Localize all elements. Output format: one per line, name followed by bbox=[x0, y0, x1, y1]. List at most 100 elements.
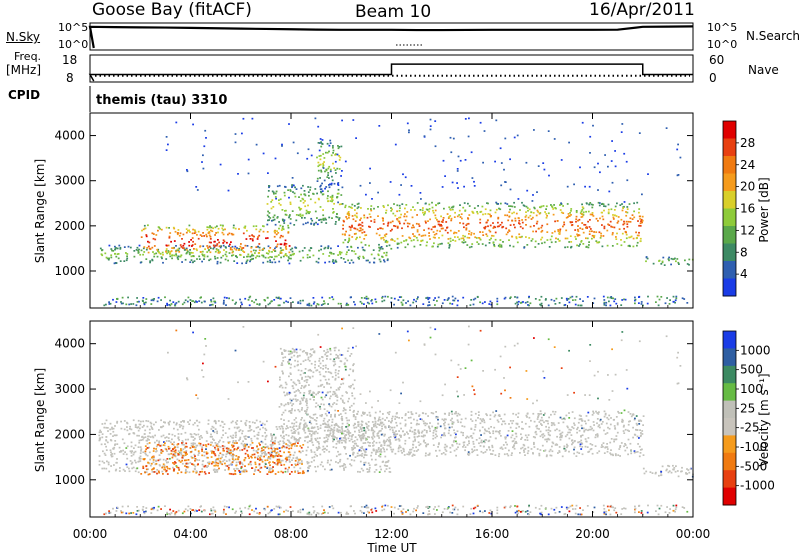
power-cell bbox=[516, 301, 518, 304]
velocity-cell bbox=[633, 450, 636, 452]
velocity-cell bbox=[566, 445, 569, 447]
power-cell bbox=[468, 233, 470, 235]
velocity-cell bbox=[226, 465, 229, 467]
power-cell bbox=[441, 302, 444, 305]
velocity-cell bbox=[230, 463, 233, 466]
power-cell bbox=[133, 250, 136, 252]
velocity-cell bbox=[330, 468, 333, 471]
velocity-cell bbox=[278, 459, 281, 462]
power-cell bbox=[295, 214, 298, 216]
velocity-cell bbox=[155, 421, 157, 424]
velocity-cell bbox=[327, 435, 330, 438]
velocity-cell bbox=[333, 429, 336, 432]
power-cell bbox=[402, 299, 405, 302]
power-cell bbox=[403, 240, 405, 242]
power-cell bbox=[623, 220, 625, 223]
velocity-cell bbox=[458, 413, 461, 416]
power-cell bbox=[360, 207, 362, 209]
velocity-cell bbox=[546, 454, 548, 457]
velocity-cell bbox=[505, 441, 507, 444]
power-cell bbox=[509, 208, 511, 211]
velocity-cell bbox=[559, 435, 562, 437]
velocity-cell bbox=[116, 443, 119, 445]
velocity-cell bbox=[141, 426, 144, 428]
velocity-cell bbox=[98, 455, 101, 457]
velocity-cell bbox=[324, 468, 326, 471]
velocity-cell bbox=[240, 467, 243, 470]
velocity-cell bbox=[175, 465, 178, 467]
velocity-cell bbox=[216, 445, 219, 448]
power-cell bbox=[567, 298, 570, 300]
power-cell bbox=[581, 206, 584, 208]
power-cell bbox=[598, 202, 601, 204]
power-cell bbox=[351, 236, 354, 238]
velocity-cell bbox=[305, 379, 308, 381]
power-cell bbox=[481, 243, 484, 245]
power-cell bbox=[151, 246, 154, 249]
velocity-cell bbox=[264, 438, 267, 441]
power-cell bbox=[437, 202, 439, 205]
velocity-cell bbox=[460, 418, 463, 421]
power-cell bbox=[404, 246, 407, 249]
power-cell bbox=[168, 235, 171, 238]
power-cell bbox=[509, 158, 511, 161]
power-cell bbox=[414, 235, 416, 238]
velocity-cell bbox=[341, 465, 343, 467]
power-cell bbox=[234, 245, 237, 248]
velocity-cell bbox=[412, 440, 415, 443]
velocity-cell bbox=[461, 425, 464, 427]
power-cell bbox=[428, 235, 431, 237]
velocity-cell bbox=[189, 419, 191, 422]
power-cell bbox=[607, 211, 610, 214]
velocity-cell bbox=[153, 423, 155, 426]
power-cell bbox=[440, 227, 443, 230]
velocity-cell bbox=[333, 364, 335, 367]
velocity-cell bbox=[396, 416, 398, 419]
power-cell bbox=[237, 173, 239, 175]
velocity-cell bbox=[333, 347, 336, 349]
velocity-cell bbox=[304, 375, 307, 378]
power-cell bbox=[243, 251, 246, 253]
power-cell bbox=[297, 302, 299, 304]
velocity-cell bbox=[203, 465, 206, 468]
velocity-cell bbox=[164, 442, 166, 444]
velocity-cell bbox=[310, 461, 313, 463]
power-cell bbox=[393, 297, 396, 300]
velocity-cell bbox=[148, 446, 150, 449]
velocity-cell bbox=[185, 442, 188, 445]
velocity-cell bbox=[338, 414, 340, 416]
power-cell bbox=[549, 238, 552, 241]
velocity-cell bbox=[379, 450, 382, 453]
velocity-cell bbox=[126, 445, 129, 448]
velocity-cell bbox=[168, 423, 170, 426]
power-cell bbox=[271, 261, 274, 264]
power-cell bbox=[468, 230, 471, 233]
power-cell bbox=[601, 245, 604, 248]
power-cell bbox=[278, 260, 281, 263]
power-cell bbox=[416, 202, 419, 204]
velocity-cell bbox=[335, 403, 338, 405]
velocity-cell bbox=[295, 438, 297, 441]
power-cell bbox=[427, 227, 430, 230]
power-cell bbox=[234, 133, 237, 135]
power-cell bbox=[573, 183, 575, 186]
velocity-cell bbox=[365, 422, 367, 425]
power-cell bbox=[351, 203, 354, 206]
velocity-cell bbox=[339, 353, 342, 356]
power-cell bbox=[387, 221, 390, 224]
velocity-cell bbox=[386, 448, 388, 451]
velocity-cell bbox=[402, 430, 404, 433]
power-cell bbox=[392, 212, 395, 215]
velocity-cell bbox=[325, 414, 328, 417]
power-cell bbox=[321, 190, 324, 192]
velocity-cell bbox=[384, 426, 386, 428]
velocity-cell bbox=[302, 360, 305, 363]
power-cell bbox=[459, 204, 461, 206]
velocity-cell bbox=[216, 430, 218, 433]
velocity-cell bbox=[279, 378, 281, 381]
power-cell bbox=[278, 227, 280, 230]
velocity-cell bbox=[335, 455, 338, 458]
power-cell bbox=[254, 256, 257, 259]
velocity-cell bbox=[177, 433, 180, 435]
power-cell bbox=[181, 247, 184, 249]
